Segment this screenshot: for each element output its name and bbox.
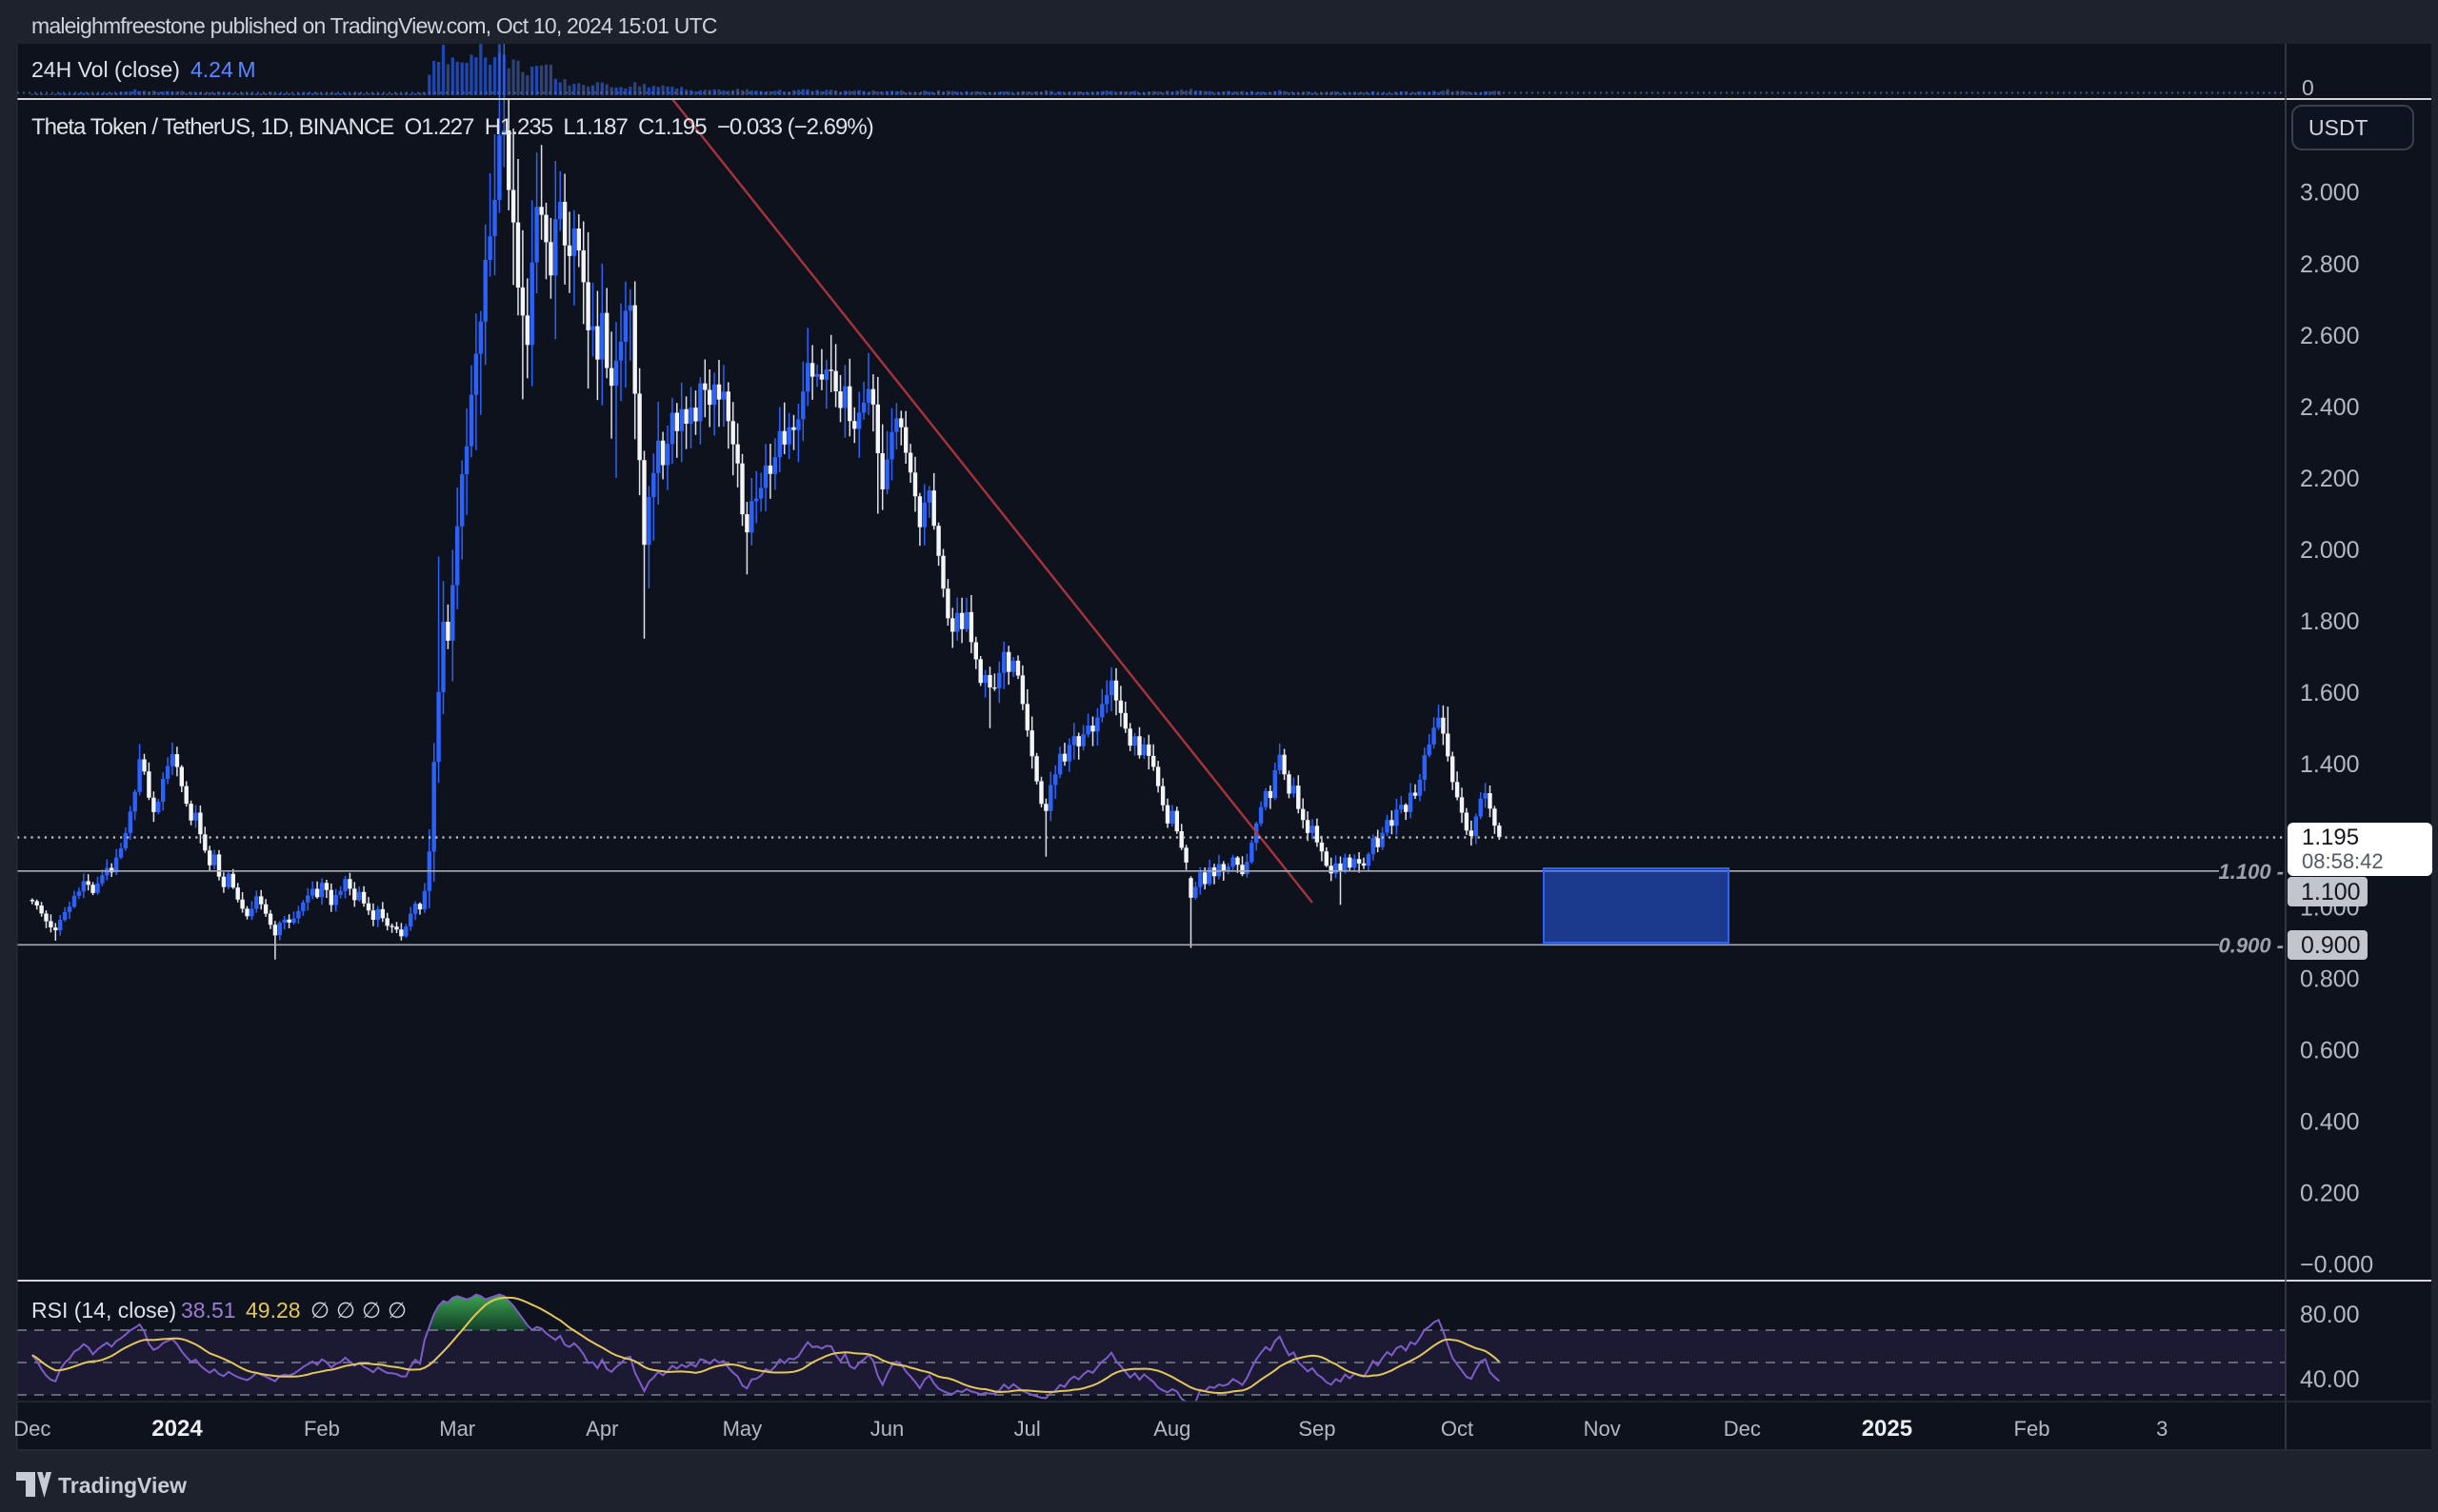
svg-text:Theta Token / TetherUS, 1D, BI: Theta Token / TetherUS, 1D, BINANCE O1.2… — [31, 114, 873, 140]
svg-text:2025: 2025 — [1862, 1416, 1912, 1442]
svg-text:USDT: USDT — [2308, 115, 2368, 140]
svg-text:Jun: Jun — [870, 1417, 904, 1441]
svg-text:3.000: 3.000 — [2300, 180, 2360, 207]
svg-text:−0.000: −0.000 — [2300, 1252, 2373, 1279]
svg-text:2.000: 2.000 — [2300, 537, 2360, 564]
svg-text:1.600: 1.600 — [2300, 680, 2360, 706]
svg-text:Dec: Dec — [1724, 1417, 1761, 1441]
svg-text:0.800: 0.800 — [2300, 965, 2360, 992]
svg-text:40.00: 40.00 — [2300, 1366, 2360, 1393]
svg-text:1.100: 1.100 — [2301, 879, 2361, 905]
svg-text:1.100 -: 1.100 - — [2219, 860, 2285, 884]
svg-text:Nov: Nov — [1584, 1417, 1621, 1441]
svg-text:49.28: 49.28 — [246, 1298, 301, 1323]
svg-text:0.400: 0.400 — [2300, 1109, 2360, 1136]
svg-text:Dec: Dec — [13, 1417, 50, 1441]
svg-text:0.900: 0.900 — [2301, 932, 2361, 959]
svg-text:Mar: Mar — [439, 1417, 475, 1441]
svg-text:Oct: Oct — [1441, 1417, 1473, 1441]
svg-text:2.800: 2.800 — [2300, 251, 2360, 278]
svg-text:80.00: 80.00 — [2300, 1302, 2360, 1328]
svg-text:∅: ∅ — [362, 1298, 381, 1323]
svg-text:TradingView: TradingView — [58, 1473, 187, 1498]
svg-text:1.800: 1.800 — [2300, 608, 2360, 635]
svg-text:1.400: 1.400 — [2300, 751, 2360, 778]
svg-text:RSI (14, close): RSI (14, close) — [31, 1298, 176, 1323]
svg-text:Apr: Apr — [586, 1417, 618, 1441]
svg-text:0.900 -: 0.900 - — [2219, 933, 2285, 957]
svg-text:Feb: Feb — [2014, 1417, 2050, 1441]
svg-text:∅: ∅ — [336, 1298, 355, 1323]
svg-text:2024: 2024 — [151, 1416, 203, 1442]
svg-text:0.600: 0.600 — [2300, 1037, 2360, 1064]
svg-text:0: 0 — [2302, 75, 2314, 100]
svg-text:2.200: 2.200 — [2300, 466, 2360, 492]
svg-text:3: 3 — [2156, 1417, 2168, 1441]
svg-text:0.200: 0.200 — [2300, 1181, 2360, 1207]
svg-text:24H Vol (close): 24H Vol (close) — [31, 57, 180, 82]
svg-text:38.51: 38.51 — [181, 1298, 236, 1323]
svg-text:1.195: 1.195 — [2302, 825, 2359, 850]
svg-text:08:58:42: 08:58:42 — [2302, 849, 2384, 873]
svg-text:Sep: Sep — [1298, 1417, 1335, 1441]
svg-text:∅: ∅ — [388, 1298, 407, 1323]
svg-text:Aug: Aug — [1153, 1417, 1190, 1441]
svg-text:4.24 M: 4.24 M — [190, 57, 256, 82]
svg-text:∅: ∅ — [310, 1298, 330, 1323]
svg-text:maleighmfreestone published on: maleighmfreestone published on TradingVi… — [31, 13, 717, 38]
svg-text:2.400: 2.400 — [2300, 394, 2360, 421]
svg-text:Jul: Jul — [1014, 1417, 1041, 1441]
svg-text:May: May — [723, 1417, 763, 1441]
svg-text:2.600: 2.600 — [2300, 323, 2360, 349]
svg-text:Feb: Feb — [304, 1417, 340, 1441]
